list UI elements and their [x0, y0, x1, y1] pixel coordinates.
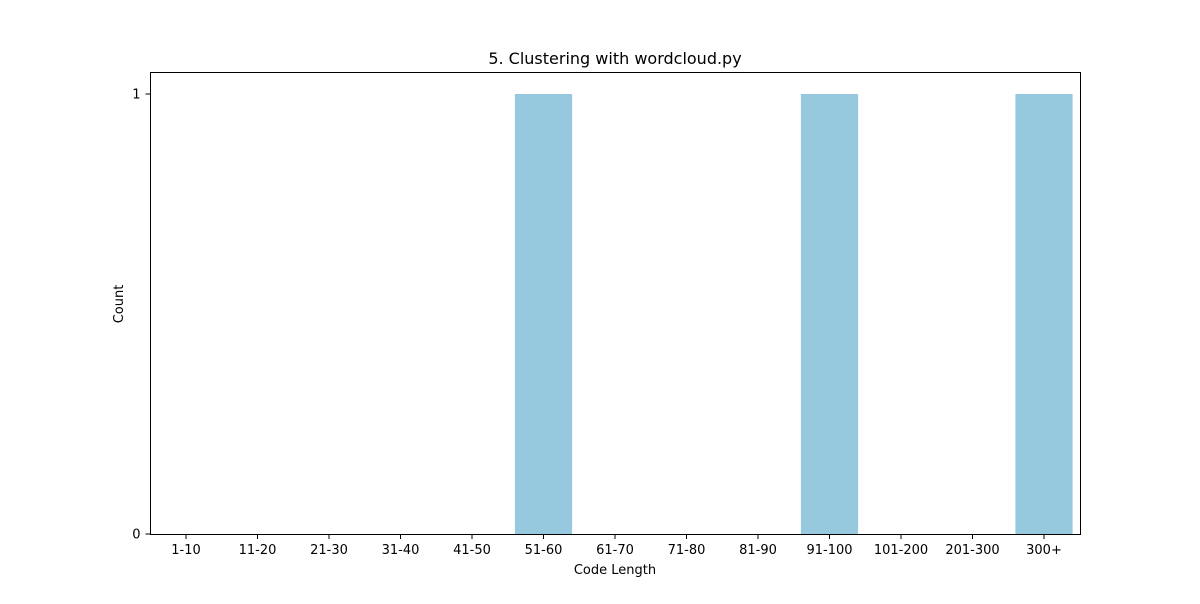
x-tick-label: 81-90 — [739, 543, 777, 558]
x-tick-label: 201-300 — [945, 543, 999, 558]
y-tick-label: 1 — [132, 88, 140, 103]
x-tick-label: 91-100 — [806, 543, 852, 558]
chart-title: 5. Clustering with wordcloud.py — [488, 49, 741, 68]
x-tick-label: 101-200 — [874, 543, 928, 558]
bar-300+ — [1015, 94, 1073, 534]
x-axis: 1-10 11-20 21-30 31-40 41-50 51-60 61-70 71-80 8… — [171, 534, 1062, 558]
bar-91-100 — [800, 94, 859, 534]
y-axis-label: Count — [112, 285, 127, 324]
x-tick-label: 21-30 — [310, 543, 348, 558]
x-axis-label: Code Length — [574, 563, 656, 578]
x-tick-label: 51-60 — [525, 543, 563, 558]
x-tick-label: 41-50 — [453, 543, 491, 558]
x-tick-label: 71-80 — [668, 543, 706, 558]
x-tick-label: 300+ — [1026, 543, 1062, 558]
x-tick-label: 61-70 — [596, 543, 634, 558]
y-axis: 01 — [132, 88, 151, 543]
x-tick-label: 1-10 — [171, 543, 201, 558]
bar-51-60 — [514, 94, 573, 534]
y-tick-label: 0 — [132, 528, 140, 543]
bars-layer — [514, 94, 1073, 534]
x-tick-label: 11-20 — [239, 543, 277, 558]
x-tick-label: 31-40 — [382, 543, 420, 558]
plot-area-frame — [150, 72, 1081, 535]
